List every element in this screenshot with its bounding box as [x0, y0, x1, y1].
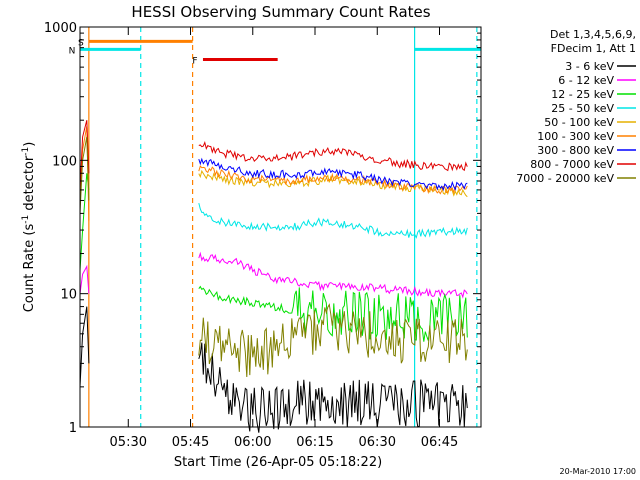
series-line: [198, 165, 468, 195]
legend-label: 12 - 25 keV: [551, 88, 614, 101]
y-axis-label: Count Rate (s-1 detector-1): [21, 142, 37, 313]
series-line: [198, 342, 468, 433]
y-tick-label: 100: [52, 154, 77, 169]
legend-label: 7000 - 20000 keV: [516, 172, 614, 185]
legend-header-2: FDecim 1, Att 1: [551, 42, 636, 55]
series-line: [198, 202, 468, 239]
legend-label: 25 - 50 keV: [551, 102, 614, 115]
legend-label: 300 - 800 keV: [537, 144, 614, 157]
series-line: [198, 157, 468, 192]
x-axis-ticks: 05:30 05:45 06:00 06:15 06:30 06:45: [110, 27, 458, 450]
legend-label: 6 - 12 keV: [558, 74, 614, 87]
footer-timestamp: 20-Mar-2010 17:00: [560, 467, 637, 476]
chart-title: HESSI Observing Summary Count Rates: [131, 3, 430, 21]
flag-bars: SN F: [69, 38, 481, 67]
series-line: [198, 169, 468, 198]
x-tick-label: 05:45: [172, 435, 209, 450]
plot-frame: [79, 26, 482, 428]
y-tick-label: 1000: [44, 21, 77, 36]
y-tick-label: 1: [69, 421, 77, 436]
series-line: [198, 251, 468, 299]
flag-bar-label: F: [192, 57, 197, 67]
legend-header-1: Det 1,3,4,5,6,9,: [550, 28, 636, 41]
flag-bar-label: N: [69, 46, 76, 56]
y-tick-label: 10: [60, 288, 77, 303]
early-series-line: [79, 264, 90, 294]
legend-label: 50 - 100 keV: [544, 116, 614, 129]
x-axis-label: Start Time (26-Apr-05 05:18:22): [174, 455, 382, 470]
legend-label: 3 - 6 keV: [565, 60, 614, 73]
series-line: [198, 141, 468, 172]
legend-label: 100 - 300 keV: [537, 130, 614, 143]
legend-label: 800 - 7000 keV: [530, 158, 614, 171]
early-series-line: [79, 306, 90, 387]
x-tick-label: 06:30: [359, 435, 396, 450]
early-series-line: [79, 136, 90, 214]
x-tick-label: 05:30: [110, 435, 147, 450]
flag-bar-label: S: [78, 38, 84, 48]
series-group: [79, 120, 468, 433]
series-line: [198, 303, 468, 378]
legend: Det 1,3,4,5,6,9, FDecim 1, Att 1 3 - 6 k…: [516, 28, 636, 185]
x-tick-label: 06:45: [421, 435, 458, 450]
early-series-line: [79, 120, 90, 190]
x-tick-label: 06:00: [234, 435, 271, 450]
y-axis-ticks: 1 10 100 1000: [44, 21, 481, 436]
x-tick-label: 06:15: [296, 435, 333, 450]
